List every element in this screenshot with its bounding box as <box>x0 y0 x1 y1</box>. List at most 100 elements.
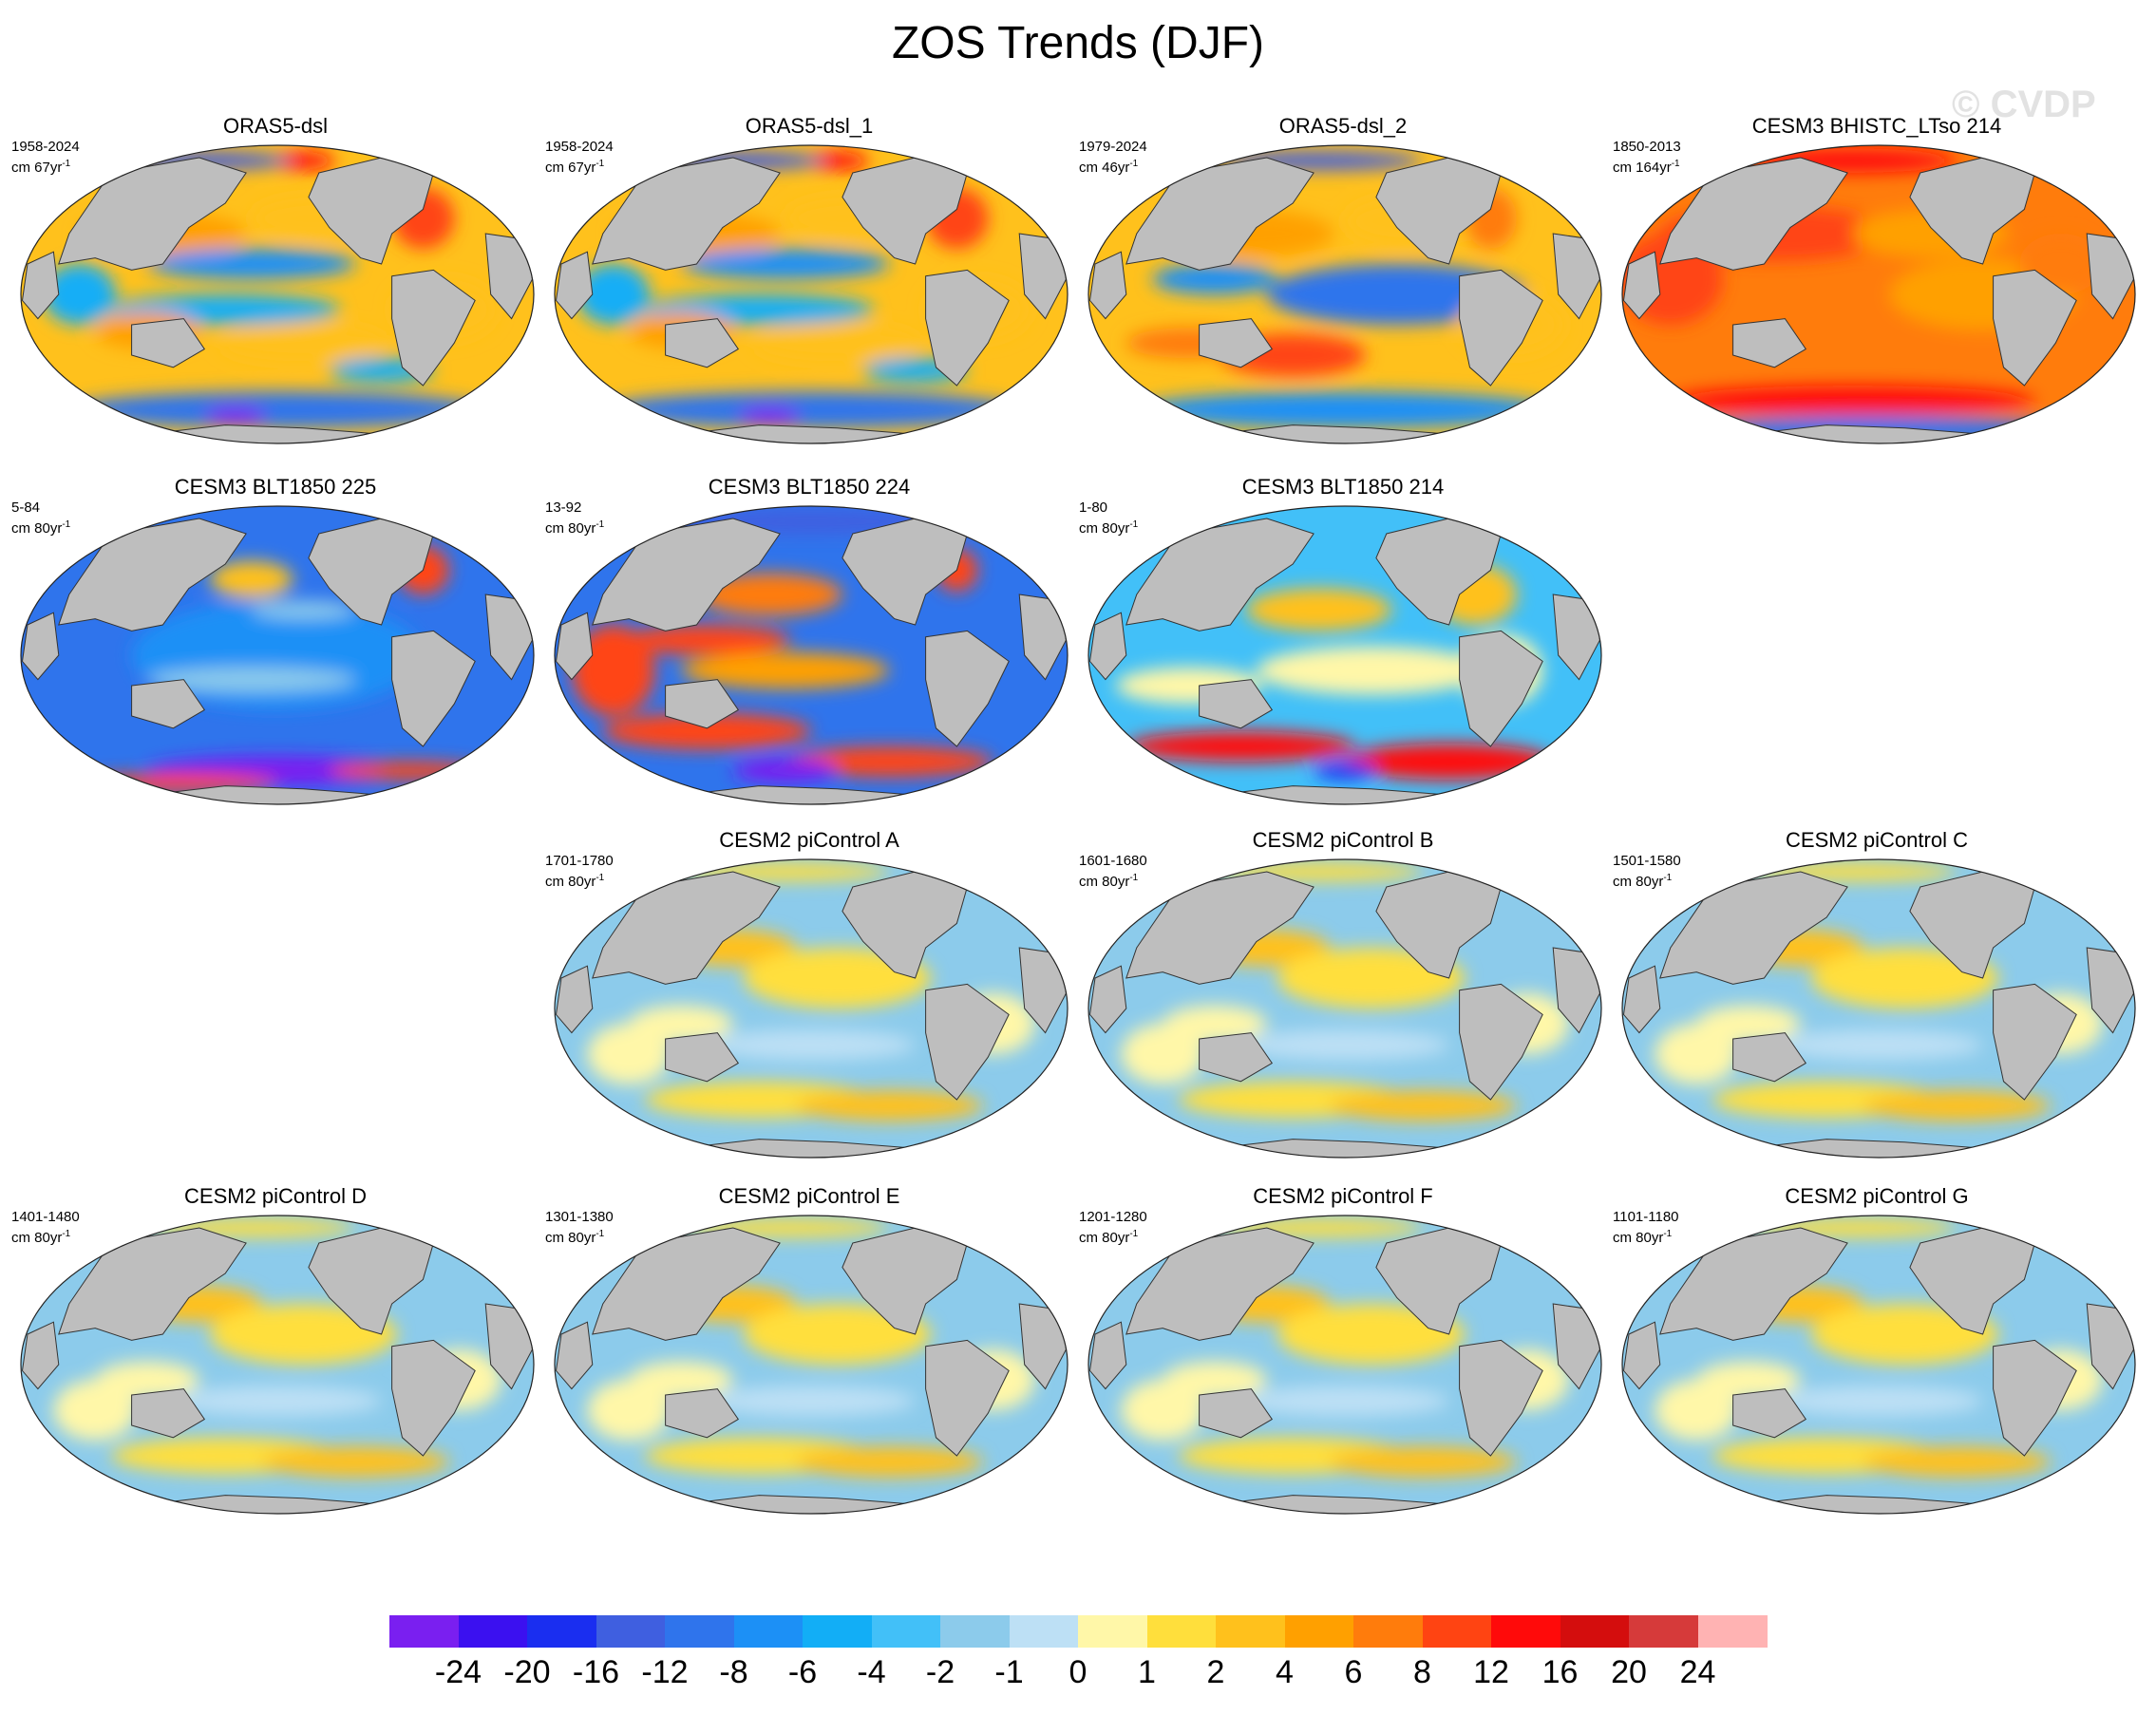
land-australia <box>131 679 206 729</box>
colorbar-tick-label: -8 <box>719 1654 748 1690</box>
colorbar-swatch <box>1422 1615 1492 1648</box>
panel-title: ORAS5-dsl <box>222 114 329 138</box>
trend-anomaly <box>587 1380 671 1441</box>
robinson-map <box>1087 858 1602 1159</box>
map-border <box>554 505 1069 805</box>
map-panel: CESM2 piControl A 1701-1780 cm 80yr-1 <box>543 828 1075 1194</box>
trend-anomaly <box>1256 646 1485 695</box>
colorbar-swatch <box>1353 1615 1423 1648</box>
colorbar-swatch <box>665 1615 734 1648</box>
colorbar-tick-label: -4 <box>857 1654 886 1690</box>
trend-anomaly <box>1863 1090 2051 1121</box>
panel-title: ORAS5-dsl_1 <box>745 114 874 138</box>
panel-period-label: 1850-2013 cm 164yr-1 <box>1613 139 1681 177</box>
trend-anomaly <box>1774 1385 1983 1417</box>
trend-anomaly <box>577 264 651 325</box>
trend-anomaly <box>743 1304 932 1365</box>
land-africaW <box>1088 965 1127 1034</box>
land-asia <box>592 157 781 271</box>
period-years: 1701-1780 <box>545 853 614 869</box>
trend-anomaly <box>602 391 1020 428</box>
robinson-map <box>20 144 535 444</box>
robinson-map <box>554 1215 1069 1515</box>
land-americaS <box>1993 269 2077 386</box>
land-africaW <box>21 251 60 320</box>
colorbar-tick-label: -12 <box>641 1654 689 1690</box>
panel-title: ORAS5-dsl_2 <box>1278 114 1408 138</box>
trend-anomaly <box>1152 264 1277 294</box>
colorbar-labels: -24 -20 -16 -12 -8 -6 -4 -2 -1 0 1 2 4 6 8 12 16 20 24 <box>389 1654 1767 1692</box>
land-australia <box>1199 1032 1274 1083</box>
figure-title: ZOS Trends (DJF) <box>891 18 1265 68</box>
trend-units: cm 80yr-1 <box>11 519 71 537</box>
trend-anomaly <box>1125 731 1355 762</box>
robinson-map <box>1621 1215 2136 1515</box>
map-panel: CESM2 piControl G 1101-1180 cm 80yr-1 <box>1611 1184 2143 1550</box>
trend-anomaly <box>1774 1029 1983 1061</box>
map-border <box>20 505 535 805</box>
colorbar-swatch <box>596 1615 666 1648</box>
map-border <box>1087 144 1602 444</box>
panel-period-label: 1101-1180 cm 80yr-1 <box>1613 1209 1679 1247</box>
trend-units: cm 67yr-1 <box>11 159 71 176</box>
robinson-map <box>554 144 1069 444</box>
land-africaW <box>21 1321 60 1390</box>
trend-anomaly <box>147 667 356 692</box>
period-years: 1958-2024 <box>11 139 80 155</box>
map-panel: CESM2 piControl E 1301-1380 cm 80yr-1 <box>543 1184 1075 1550</box>
colorbar-swatch <box>1629 1615 1698 1648</box>
map-panel: CESM3 BLT1850 214 1-80 cm 80yr-1 <box>1077 475 1609 840</box>
map-border <box>20 1215 535 1515</box>
colorbar-tick-label: -2 <box>925 1654 955 1690</box>
land-africaW <box>1088 1321 1127 1390</box>
colorbar-swatch <box>1284 1615 1354 1648</box>
land-africaW <box>555 965 594 1034</box>
land-australia <box>1732 1032 1807 1083</box>
land-africaW <box>21 612 60 681</box>
trend-anomaly <box>602 712 811 750</box>
land-australia <box>1199 318 1274 368</box>
map-border <box>554 1215 1069 1515</box>
land-americaS <box>925 983 1010 1101</box>
trend-units: cm 46yr-1 <box>1079 159 1139 176</box>
land-africaW <box>1088 612 1127 681</box>
trend-anomaly <box>1314 762 1376 781</box>
land-africaW <box>1088 251 1127 320</box>
land-australia <box>1199 1388 1274 1439</box>
robinson-map <box>20 1215 535 1515</box>
land-africaW <box>555 612 594 681</box>
trend-anomaly <box>1810 1304 1999 1365</box>
land-africaW <box>1622 251 1661 320</box>
trend-units: cm 80yr-1 <box>1613 1229 1673 1246</box>
colorbar-tick-label: 4 <box>1276 1654 1294 1690</box>
colorbar-swatch <box>1009 1615 1079 1648</box>
colorbar-swatch <box>527 1615 596 1648</box>
land-australia <box>665 1032 740 1083</box>
trend-anomaly <box>795 1446 983 1478</box>
period-years: 5-84 <box>11 499 41 516</box>
robinson-map <box>20 505 535 805</box>
panel-title: CESM2 piControl F <box>1253 1184 1433 1208</box>
land-asia <box>1125 157 1314 271</box>
colorbar-swatch <box>458 1615 528 1648</box>
trend-anomaly <box>147 249 356 279</box>
colorbar-tick-label: 8 <box>1413 1654 1431 1690</box>
land-asia <box>58 157 247 271</box>
period-years: 13-92 <box>545 499 582 516</box>
panel-title: CESM2 piControl G <box>1785 1184 1969 1208</box>
map-border <box>554 144 1069 444</box>
land-asia <box>1125 1227 1314 1341</box>
land-americaS <box>1459 983 1543 1101</box>
trend-units: cm 80yr-1 <box>545 519 605 537</box>
panel-period-label: 1958-2024 cm 67yr-1 <box>545 139 614 177</box>
map-border <box>554 858 1069 1159</box>
panel-title: CESM2 piControl E <box>718 1184 900 1208</box>
robinson-map <box>1087 1215 1602 1515</box>
colorbar-swatch <box>389 1615 459 1648</box>
colorbar-tick-label: -24 <box>434 1654 482 1690</box>
map-panel: ORAS5-dsl 1958-2024 cm 67yr-1 <box>9 114 541 480</box>
panel-title: CESM3 BLT1850 214 <box>1241 475 1445 499</box>
trend-anomaly <box>587 1024 671 1084</box>
panel-period-label: 1201-1280 cm 80yr-1 <box>1079 1209 1147 1247</box>
period-years: 1101-1180 <box>1613 1209 1679 1225</box>
